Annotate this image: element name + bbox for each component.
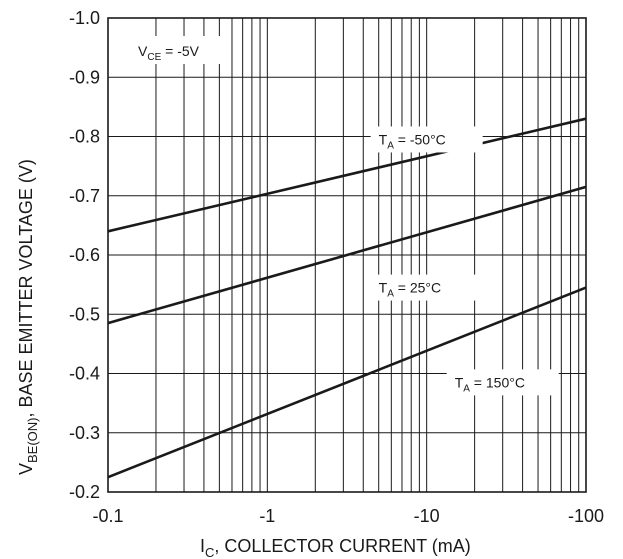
vce-annotation-text: VCE = -5V (138, 43, 200, 63)
y-tick-label: -1.0 (69, 8, 100, 28)
series-label-background (370, 126, 483, 153)
y-tick-label: -0.6 (69, 245, 100, 265)
series-label-rest: = -50°C (394, 131, 446, 147)
series-line (107, 185, 587, 325)
series-label-main: T (379, 131, 388, 147)
series-label-rest: = 150°C (470, 374, 525, 390)
y-tick-label: -0.5 (69, 304, 100, 324)
x-tick-label: -100 (568, 506, 604, 526)
series-label-sub: A (387, 140, 394, 151)
y-axis-title-rest: , BASE EMITTER VOLTAGE (V) (16, 159, 36, 417)
vce-annotation: VCE = -5V (128, 36, 224, 64)
series-label: TA = -50°C (379, 131, 446, 151)
x-axis-title: IC, COLLECTOR CURRENT (mA) (200, 536, 471, 559)
x-tick-label: -0.1 (92, 506, 123, 526)
vce-annotation-box (128, 36, 224, 64)
series-label-sub: A (463, 383, 470, 394)
vce-annotation-sub: CE (147, 52, 161, 63)
series-line (107, 286, 587, 479)
y-tick-label: -0.3 (69, 423, 100, 443)
y-tick-label: -0.7 (69, 186, 100, 206)
plot-frame (107, 17, 587, 493)
x-axis-title-sub: C (205, 545, 214, 559)
series-label-sub: A (387, 289, 394, 300)
series-labels: TA = -50°CTA = 25°CTA = 150°C (370, 126, 559, 396)
y-axis-title: VBE(ON), BASE EMITTER VOLTAGE (V) (16, 159, 40, 475)
vce-annotation-rest: = -5V (161, 43, 199, 59)
x-axis-title-main: I (200, 536, 205, 556)
series-lines (107, 117, 587, 479)
x-tick-label: -10 (414, 506, 440, 526)
series-label-background (446, 369, 559, 396)
y-axis-title-sub: BE(ON) (25, 417, 40, 463)
series-label-main: T (379, 280, 388, 296)
x-axis-title-rest: , COLLECTOR CURRENT (mA) (214, 536, 470, 556)
series-label-main: T (455, 374, 464, 390)
y-tick-label: -0.2 (69, 482, 100, 502)
y-tick-label: -0.9 (69, 67, 100, 87)
y-tick-label: -0.8 (69, 127, 100, 147)
series-label-background (370, 274, 483, 301)
x-axis-ticks: -0.1 -1 -10 -100 (92, 506, 604, 526)
series-label: TA = 150°C (455, 374, 525, 394)
x-tick-label: -1 (259, 506, 275, 526)
y-axis-ticks: -1.0 -0.9 -0.8 -0.7 -0.6 -0.5 -0.4 -0.3 -0.2 (69, 8, 100, 502)
series-label: TA = 25°C (379, 280, 441, 300)
vce-annotation-main: V (138, 43, 148, 59)
y-tick-label: -0.4 (69, 364, 100, 384)
series-label-rest: = 25°C (394, 280, 441, 296)
y-axis-title-main: V (16, 463, 36, 475)
series-line (107, 117, 587, 233)
